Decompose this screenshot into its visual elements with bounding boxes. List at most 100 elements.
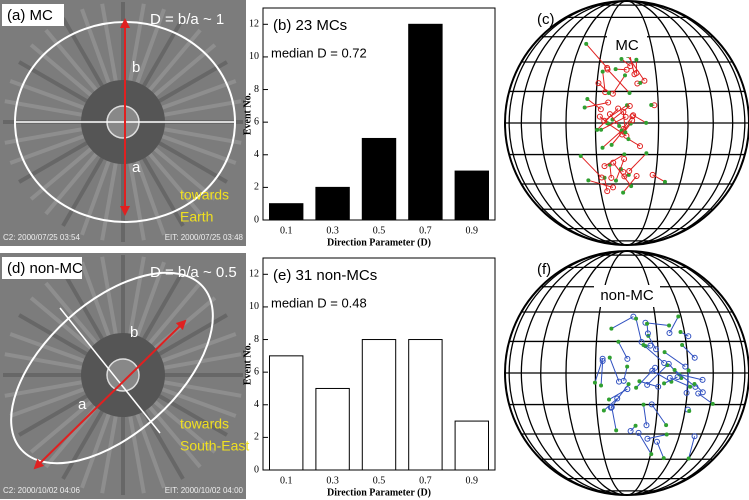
y-tick-label: 10 <box>249 301 259 312</box>
dir-mark <box>601 70 605 74</box>
dir-mark <box>637 379 641 383</box>
x-tick-label: 0.7 <box>419 475 432 486</box>
bar <box>409 340 442 470</box>
direction: Earth <box>180 209 213 225</box>
y-tick-label: 10 <box>249 51 259 62</box>
dir-mark <box>645 322 649 326</box>
dir-mark <box>665 433 669 437</box>
dir-mark <box>642 403 646 407</box>
minor-label: b <box>132 59 140 76</box>
dir-mark <box>680 343 684 347</box>
dir-mark <box>664 423 668 427</box>
dir-mark <box>634 386 638 390</box>
x-tick-label: 0.9 <box>466 225 479 236</box>
x-tick-label: 0.5 <box>373 225 386 236</box>
y-tick-label: 4 <box>254 149 259 160</box>
y-axis-label: Event No. <box>242 92 253 135</box>
panel-label: (c) <box>537 11 555 28</box>
bar <box>409 24 442 220</box>
dir-mark <box>614 179 618 183</box>
y-tick-label: 2 <box>254 182 259 193</box>
image-panel: (a) MCD = b/a ~ 1batowardsEarthC2: 2000/… <box>0 0 246 246</box>
bar <box>455 421 488 470</box>
x-tick-label: 0.7 <box>419 225 432 236</box>
dir-mark <box>607 91 611 95</box>
dir-mark <box>627 382 631 386</box>
arrow-track <box>636 319 641 342</box>
annotation: median D = 0.48 <box>271 295 367 310</box>
dir-mark <box>622 152 626 156</box>
dir-mark <box>641 343 645 347</box>
dir-mark <box>667 324 671 328</box>
image-panel: (d) non-MCD = b/a ~ 0.5batowardsSouth-Ea… <box>0 237 249 499</box>
arrow-track <box>610 358 619 382</box>
dir-mark <box>617 124 621 128</box>
dir-mark <box>625 365 629 369</box>
x-axis-label: Direction Parameter (D) <box>327 237 431 248</box>
arrow-track <box>629 153 646 171</box>
arrow-track <box>644 405 647 426</box>
arrow-track <box>611 317 633 329</box>
x-tick-label: 0.1 <box>280 225 293 236</box>
formula: D = b/a ~ 1 <box>150 11 224 28</box>
direction: towards <box>180 416 229 432</box>
x-axis-label: Direction Parameter (D) <box>327 487 431 498</box>
dir-mark <box>607 398 611 402</box>
dir-mark <box>662 381 666 385</box>
y-tick-label: 2 <box>254 432 259 443</box>
figure: (a) MC D = b/a ~ 1 b a towards Earth C2: 2000/… <box>0 0 749 500</box>
arrow-track <box>652 404 666 425</box>
arrow-track <box>612 120 633 145</box>
dir-mark <box>676 314 680 318</box>
arrow-track <box>639 433 652 454</box>
dir-mark <box>711 402 715 406</box>
bar <box>362 340 395 470</box>
timestamp: C2: 2000/10/02 04:06 <box>3 486 81 495</box>
major-label: a <box>132 159 141 176</box>
minor-label: b <box>130 324 138 341</box>
dir-mark <box>614 428 618 432</box>
chart-title: (e) 31 non-MCs <box>273 267 377 284</box>
chart-title: (b) 23 MCs <box>273 17 347 34</box>
dir-mark <box>586 178 590 182</box>
direction: towards <box>180 187 229 203</box>
annotation: median D = 0.72 <box>271 45 367 60</box>
y-tick-label: 4 <box>254 399 259 410</box>
y-axis-label: Event No. <box>242 342 253 385</box>
y-tick-label: 8 <box>254 84 259 95</box>
dir-mark <box>621 191 625 195</box>
bar <box>316 187 349 220</box>
panel-label: (a) MC <box>7 7 53 24</box>
y-tick-label: 6 <box>254 116 259 127</box>
globe-name: MC <box>615 37 638 54</box>
dir-mark <box>673 368 677 372</box>
y-tick-label: 0 <box>254 464 259 475</box>
bar <box>316 388 349 470</box>
y-tick-label: 6 <box>254 366 259 377</box>
dir-mark <box>614 67 618 71</box>
direction: South-East <box>180 438 249 454</box>
dir-mark <box>688 385 692 389</box>
dir-mark <box>649 103 653 107</box>
dir-mark <box>609 327 613 331</box>
arrow-track <box>581 156 602 178</box>
dir-mark <box>599 383 603 387</box>
x-tick-label: 0.9 <box>466 475 479 486</box>
dir-mark <box>623 130 627 134</box>
dir-mark <box>692 382 696 386</box>
dir-mark <box>644 121 648 125</box>
dir-mark <box>595 128 599 132</box>
y-tick-label: 0 <box>254 214 259 225</box>
dir-mark <box>663 350 667 354</box>
timestamp: EIT: 2000/07/25 03:48 <box>165 233 244 242</box>
bar <box>269 204 302 220</box>
y-tick-label: 12 <box>249 19 259 30</box>
panel-label: (f) <box>537 261 551 278</box>
dir-mark <box>679 330 683 334</box>
arrow-track <box>586 44 607 68</box>
globe-name: non-MC <box>600 287 654 304</box>
dir-mark <box>634 317 638 321</box>
x-tick-label: 0.3 <box>326 475 339 486</box>
y-tick-label: 12 <box>249 269 259 280</box>
dir-mark <box>662 456 666 460</box>
